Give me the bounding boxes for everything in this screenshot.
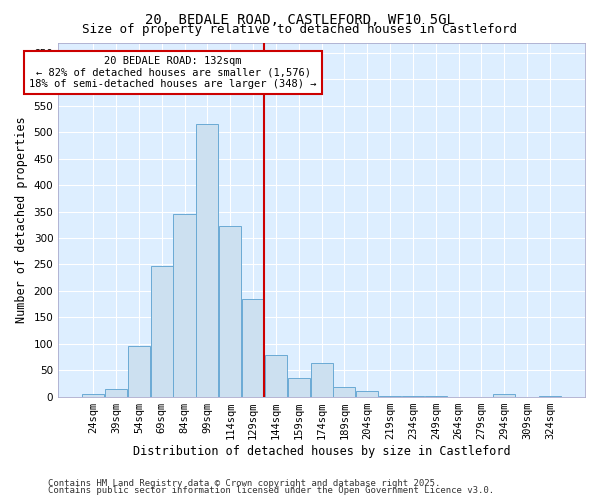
Bar xyxy=(219,226,241,396)
Bar xyxy=(173,214,196,396)
Bar xyxy=(287,378,310,396)
Text: 20 BEDALE ROAD: 132sqm
← 82% of detached houses are smaller (1,576)
18% of semi-: 20 BEDALE ROAD: 132sqm ← 82% of detached… xyxy=(29,56,317,89)
Bar xyxy=(265,356,287,397)
Bar xyxy=(82,394,104,396)
Bar xyxy=(151,266,173,396)
Bar xyxy=(334,387,355,396)
Bar xyxy=(356,392,379,396)
Bar xyxy=(242,299,264,396)
Bar xyxy=(493,394,515,396)
Bar xyxy=(105,388,127,396)
Text: Contains public sector information licensed under the Open Government Licence v3: Contains public sector information licen… xyxy=(48,486,494,495)
Text: Contains HM Land Registry data © Crown copyright and database right 2025.: Contains HM Land Registry data © Crown c… xyxy=(48,478,440,488)
Bar xyxy=(128,346,150,397)
Text: 20, BEDALE ROAD, CASTLEFORD, WF10 5GL: 20, BEDALE ROAD, CASTLEFORD, WF10 5GL xyxy=(145,12,455,26)
Y-axis label: Number of detached properties: Number of detached properties xyxy=(15,116,28,323)
Bar xyxy=(196,124,218,396)
Text: Size of property relative to detached houses in Castleford: Size of property relative to detached ho… xyxy=(83,22,517,36)
X-axis label: Distribution of detached houses by size in Castleford: Distribution of detached houses by size … xyxy=(133,444,511,458)
Bar xyxy=(311,364,332,396)
